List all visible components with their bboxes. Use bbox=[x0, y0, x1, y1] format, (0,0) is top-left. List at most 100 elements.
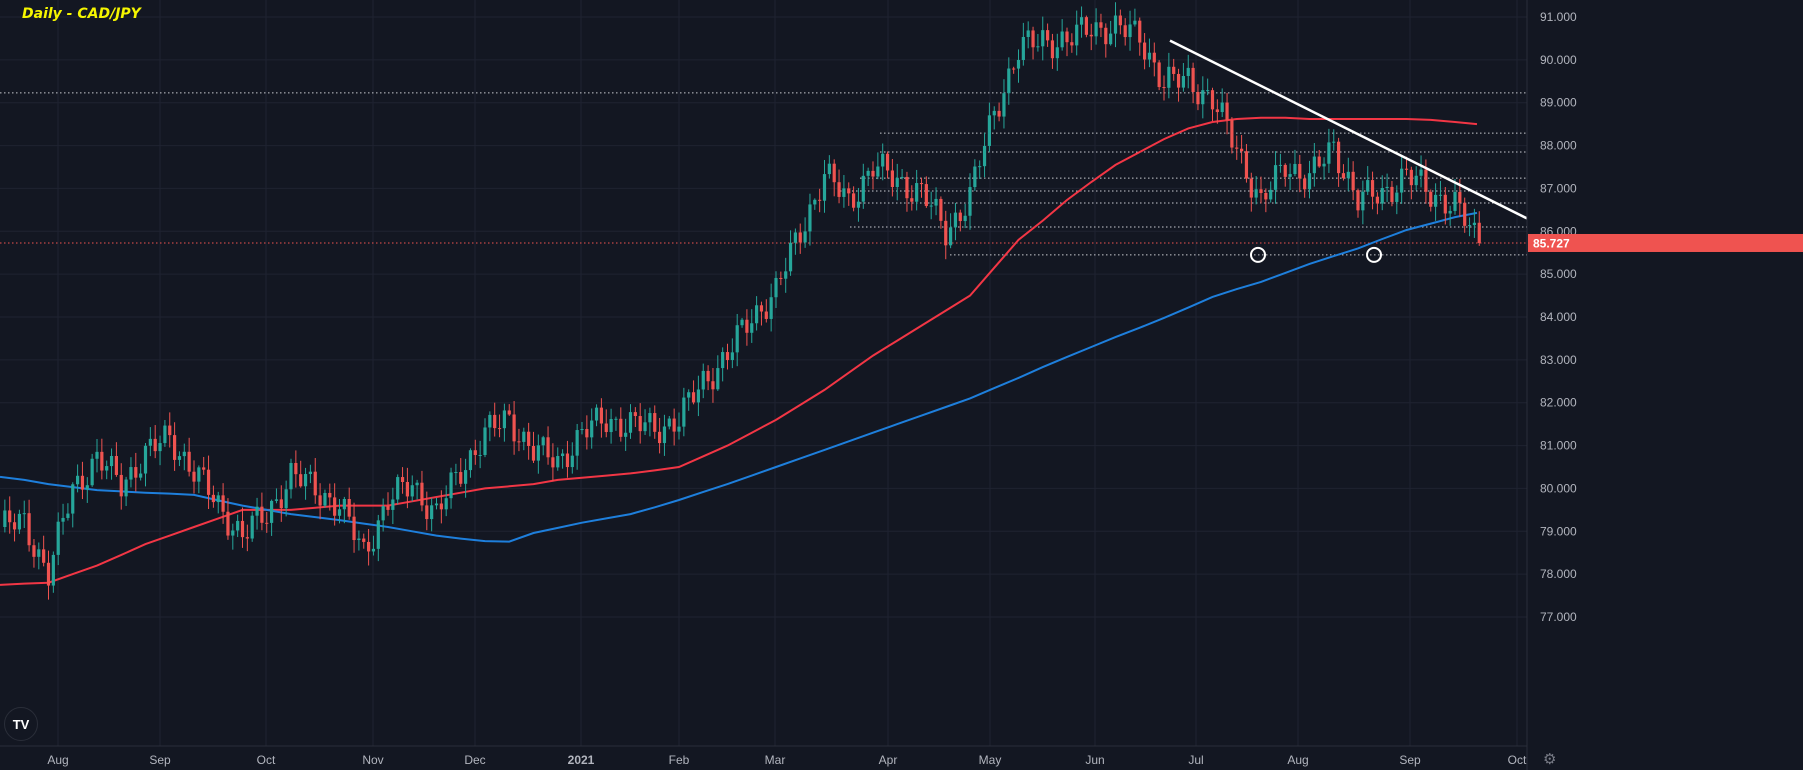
moving-average-slow bbox=[0, 211, 1478, 543]
candle-body bbox=[37, 549, 41, 557]
candle-body bbox=[1172, 66, 1176, 74]
candle-body bbox=[842, 188, 846, 197]
candle-body bbox=[483, 427, 487, 455]
candle-body bbox=[459, 472, 463, 484]
candle-body bbox=[541, 437, 545, 446]
candle-body bbox=[1264, 192, 1268, 200]
candle-body bbox=[245, 537, 249, 539]
candle-body bbox=[211, 494, 215, 503]
candle-body bbox=[284, 489, 288, 509]
last-price-label: 85.727 bbox=[1533, 236, 1570, 250]
price-tick-label: 82.000 bbox=[1540, 396, 1577, 410]
candle-body bbox=[410, 485, 414, 497]
candle-body bbox=[27, 513, 31, 546]
marked-low-circle bbox=[1250, 246, 1266, 263]
candle-body bbox=[347, 499, 351, 517]
candle-body bbox=[61, 517, 65, 522]
candle-body bbox=[1162, 87, 1166, 89]
candle-body bbox=[507, 410, 511, 415]
candle-body bbox=[522, 431, 526, 442]
candle-body bbox=[1259, 189, 1263, 193]
candle-body bbox=[1366, 180, 1370, 192]
candle-body bbox=[1138, 20, 1142, 43]
candle-body bbox=[46, 562, 51, 586]
price-tick-label: 81.000 bbox=[1540, 439, 1577, 453]
candle-body bbox=[691, 392, 696, 403]
gear-icon[interactable]: ⚙ bbox=[1543, 751, 1557, 768]
candle-body bbox=[143, 445, 148, 474]
candle-body bbox=[468, 450, 473, 471]
candle-body bbox=[236, 520, 240, 531]
candle-body bbox=[784, 271, 788, 279]
time-tick-label: Feb bbox=[669, 753, 690, 767]
candle-body bbox=[1133, 20, 1137, 25]
candle-body bbox=[881, 153, 885, 167]
candle-body bbox=[1109, 33, 1113, 45]
candle-body bbox=[386, 506, 390, 510]
price-tick-label: 89.000 bbox=[1540, 96, 1577, 110]
candle-body bbox=[158, 443, 162, 452]
candle-body bbox=[1041, 30, 1045, 47]
candle-body bbox=[633, 412, 637, 417]
candle-body bbox=[173, 435, 177, 460]
candle-body bbox=[900, 176, 904, 178]
time-tick-label: Sep bbox=[1399, 753, 1421, 767]
candle-body bbox=[973, 166, 977, 188]
candle-body bbox=[299, 474, 303, 487]
candle-body bbox=[1293, 163, 1297, 175]
candle-body bbox=[342, 499, 346, 510]
candle-body bbox=[80, 475, 85, 490]
candle-body bbox=[381, 506, 385, 521]
candle-body bbox=[192, 471, 196, 482]
candle-body bbox=[745, 319, 749, 333]
candle-body bbox=[134, 467, 138, 478]
price-tick-label: 88.000 bbox=[1540, 139, 1577, 153]
candle-body bbox=[1419, 169, 1423, 176]
candle-body bbox=[202, 467, 206, 470]
candle-body bbox=[1240, 148, 1244, 152]
candle-body bbox=[221, 495, 225, 512]
candle-body bbox=[1152, 52, 1156, 63]
candle-body bbox=[653, 413, 657, 432]
candle-body bbox=[177, 456, 182, 460]
candle-body bbox=[725, 352, 730, 361]
candle-body bbox=[1002, 93, 1006, 117]
candle-body bbox=[798, 232, 802, 243]
candle-body bbox=[1477, 222, 1481, 243]
price-tick-label: 90.000 bbox=[1540, 53, 1577, 67]
candle-body bbox=[56, 521, 60, 555]
candle-body bbox=[624, 432, 628, 437]
candle-body bbox=[527, 431, 531, 446]
candle-body bbox=[1404, 168, 1409, 170]
candle-body bbox=[590, 420, 594, 438]
candle-body bbox=[512, 414, 516, 442]
candle-body bbox=[1065, 31, 1069, 43]
tradingview-logo[interactable]: TV bbox=[4, 707, 38, 741]
candle-body bbox=[755, 305, 759, 324]
candle-body bbox=[536, 445, 540, 461]
candle-body bbox=[1278, 164, 1282, 166]
candle-body bbox=[1385, 186, 1389, 188]
candle-body bbox=[90, 458, 94, 486]
candle-body bbox=[187, 451, 191, 472]
candle-body bbox=[944, 220, 948, 246]
candle-body bbox=[1312, 156, 1316, 174]
candle-body bbox=[444, 498, 448, 510]
candle-body bbox=[793, 232, 797, 243]
candle-body bbox=[95, 451, 99, 459]
candle-body bbox=[265, 522, 269, 524]
candle-body bbox=[628, 412, 633, 433]
candle-body bbox=[163, 425, 167, 444]
candle-body bbox=[231, 530, 235, 536]
candle-body bbox=[1206, 90, 1210, 92]
candle-body bbox=[1298, 163, 1302, 179]
candle-body bbox=[779, 277, 783, 279]
chart-title: Daily - CAD/JPY bbox=[22, 6, 141, 22]
price-tick-label: 87.000 bbox=[1540, 181, 1577, 195]
candle-body bbox=[439, 503, 443, 510]
price-tick-label: 84.000 bbox=[1540, 310, 1577, 324]
candle-body bbox=[832, 163, 836, 183]
candle-body bbox=[915, 183, 919, 202]
candle-body bbox=[488, 414, 492, 428]
